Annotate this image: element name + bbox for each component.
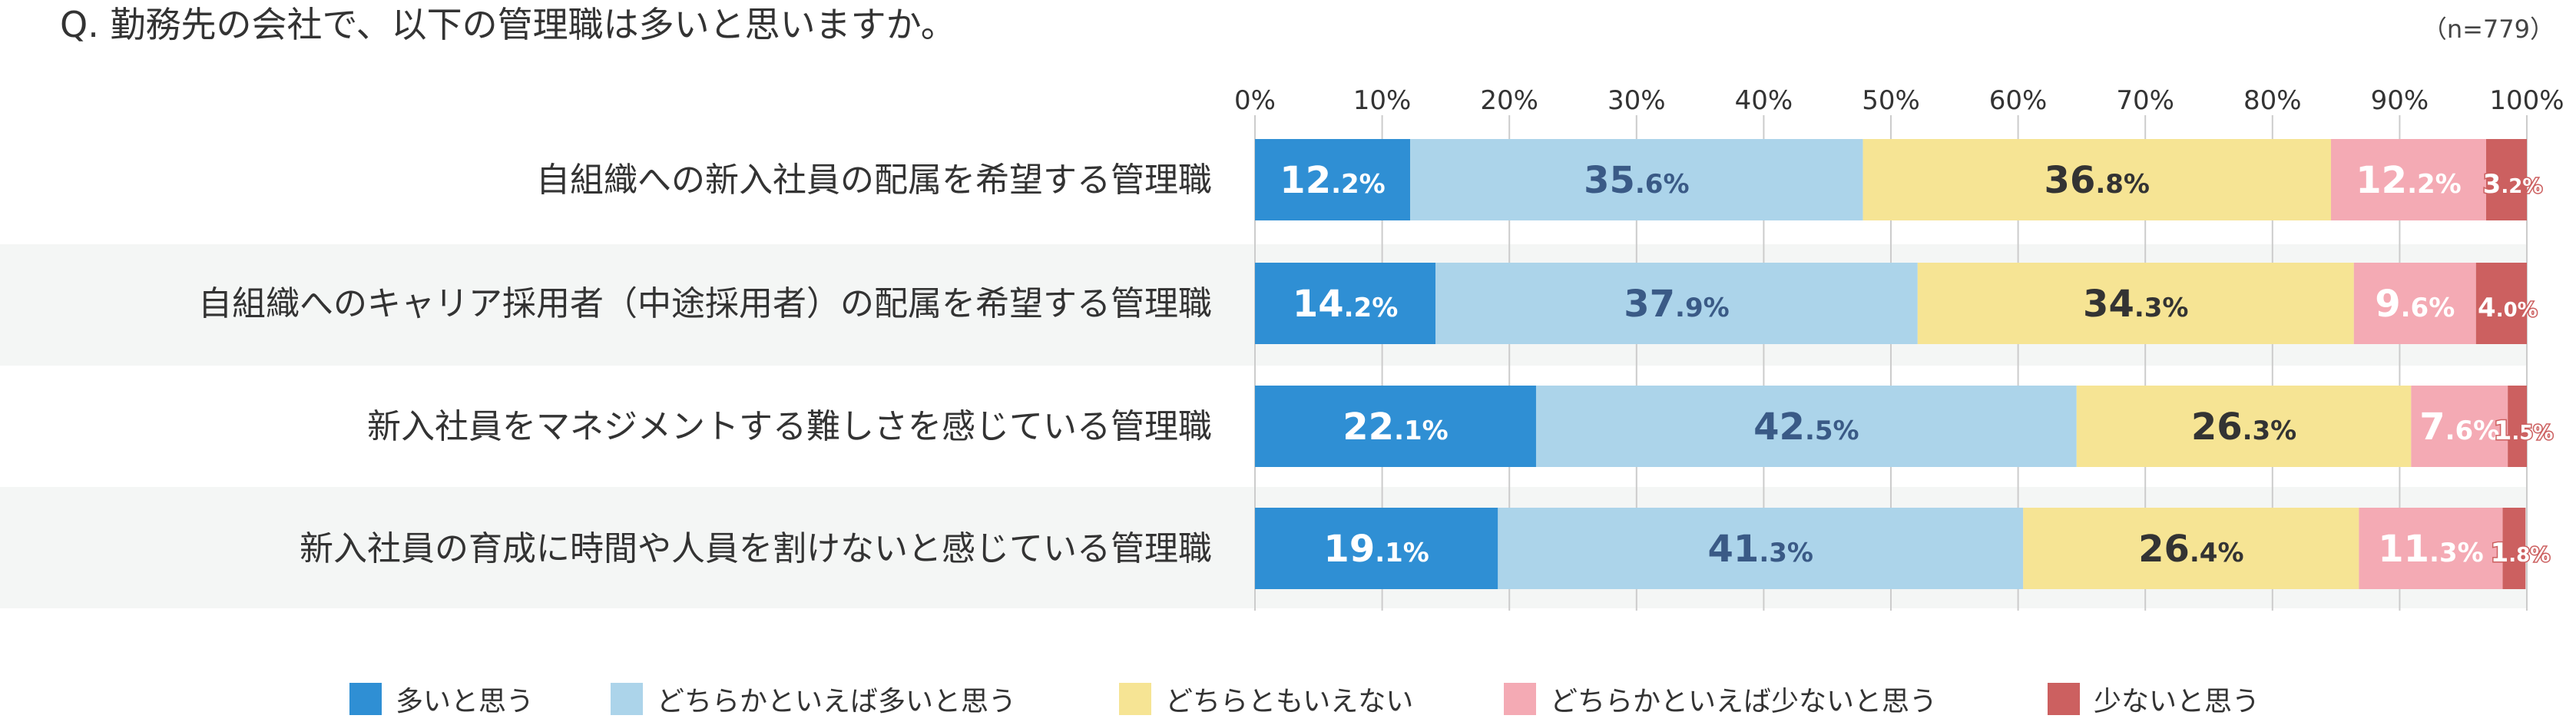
data-label: 22.1% (1343, 406, 1448, 449)
x-tick-label: 50% (1862, 85, 1920, 116)
x-tick-label: 30% (1608, 85, 1666, 116)
data-label: 12.2% (2356, 159, 2461, 202)
x-tick-label: 0% (1234, 85, 1276, 116)
data-label: 4.0% (2478, 293, 2538, 323)
data-label: 35.6% (1584, 159, 1689, 202)
data-label: 41.3% (1708, 528, 1813, 571)
bar-segment (2330, 139, 2487, 220)
data-label: 7.6% (2419, 406, 2499, 449)
data-label: 42.5% (1753, 406, 1859, 449)
bar-segment (1410, 139, 1863, 220)
category-label: 新入社員の育成に時間や人員を割けないと感じている管理職 (300, 529, 1212, 568)
category-label: 自組織への新入社員の配属を希望する管理職 (536, 161, 1212, 200)
x-tick-label: 90% (2371, 85, 2429, 116)
data-label: 12.2% (1280, 159, 1385, 202)
sample-size-label: （n=779） (2422, 15, 2554, 44)
category-label: 新入社員をマネジメントする難しさを感じている管理職 (367, 407, 1212, 446)
legend-swatch (349, 683, 382, 715)
legend-label: どちらかといえば多いと思う (657, 686, 1017, 717)
x-tick-label: 40% (1735, 85, 1793, 116)
bar-segment (1917, 263, 2354, 344)
bar-segment (1255, 508, 1498, 589)
legend-label: どちらともいえない (1165, 686, 1414, 717)
bar-segment (2353, 263, 2476, 344)
bar-segment (1255, 139, 1411, 220)
x-tick-label: 100% (2489, 85, 2564, 116)
x-tick-label: 70% (2116, 85, 2174, 116)
bar-segment (2023, 508, 2359, 589)
stacked-bar-chart: 0% 10% 20% 30% 40% 50% 60% 70% 80% 90% 100% 自組織への新入… (0, 85, 2564, 611)
chart-legend: 多いと思う どちらかといえば多いと思う どちらともいえない どちらかといえば少ないと思… (0, 676, 2576, 722)
legend-swatch (611, 683, 643, 715)
legend-item: どちらともいえない (1119, 676, 1413, 722)
legend-swatch (2048, 683, 2080, 715)
bar-segment (1862, 139, 2331, 220)
bar-segment (1535, 386, 2077, 467)
question-title: Q. 勤務先の会社で、以下の管理職は多いと思いますか。 (60, 4, 956, 45)
category-label: 自組織へのキャリア採用者（中途採用者）の配属を希望する管理職 (198, 284, 1212, 323)
legend-item: 少ないと思う (2048, 676, 2260, 722)
data-label: 34.3% (2083, 283, 2188, 326)
x-tick-label: 60% (1989, 85, 2048, 116)
legend-item: どちらかといえば少ないと思う (1504, 676, 1937, 722)
legend-label: 少ないと思う (2094, 686, 2260, 717)
data-label: 9.6% (2375, 283, 2455, 326)
bar-segment (2411, 386, 2508, 467)
bar-segment (2502, 508, 2526, 589)
data-label: 11.3% (2378, 528, 2483, 571)
legend-item: どちらかといえば多いと思う (611, 676, 1016, 722)
bar-segment (2486, 139, 2527, 220)
data-label: 26.4% (2138, 528, 2243, 571)
x-tick-label: 80% (2243, 85, 2302, 116)
bar-segment (2508, 386, 2527, 467)
legend-swatch (1119, 683, 1151, 715)
bar-segment (2359, 508, 2503, 589)
bar-segment (2076, 386, 2412, 467)
legend-item: 多いと思う (349, 676, 534, 722)
data-label: 36.8% (2045, 159, 2150, 202)
x-tick-label: 10% (1353, 85, 1412, 116)
bar-segment (1255, 386, 1536, 467)
bar-segment (1255, 263, 1436, 344)
legend-swatch (1504, 683, 1536, 715)
data-label: 26.3% (2191, 406, 2296, 449)
data-label: 1.5% (2494, 416, 2554, 446)
legend-label: どちらかといえば少ないと思う (1550, 686, 1938, 717)
data-label: 19.1% (1323, 528, 1429, 571)
data-label: 1.8% (2491, 538, 2551, 568)
bar-segment (2475, 263, 2527, 344)
data-label: 14.2% (1293, 283, 1398, 326)
legend-label: 多いと思う (396, 686, 535, 717)
bar-segment (1435, 263, 1918, 344)
bar-segment (1498, 508, 2024, 589)
x-tick-label: 20% (1480, 85, 1538, 116)
data-label: 3.2% (2483, 169, 2543, 200)
data-label: 37.9% (1624, 283, 1729, 326)
